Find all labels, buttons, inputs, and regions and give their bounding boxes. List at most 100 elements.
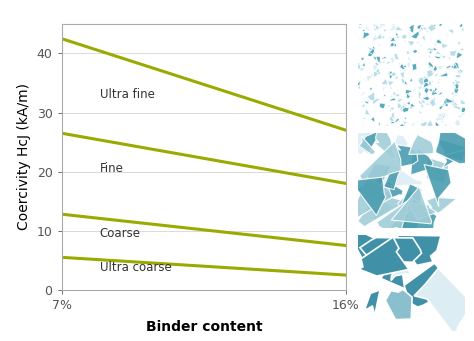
Polygon shape <box>442 125 444 127</box>
Polygon shape <box>391 112 394 119</box>
Polygon shape <box>433 65 438 72</box>
Polygon shape <box>422 76 427 80</box>
Polygon shape <box>395 145 418 167</box>
Polygon shape <box>376 37 377 39</box>
Polygon shape <box>436 124 474 164</box>
Polygon shape <box>378 62 382 64</box>
Polygon shape <box>374 23 378 28</box>
Polygon shape <box>437 113 445 117</box>
Polygon shape <box>367 29 370 30</box>
Polygon shape <box>452 81 456 86</box>
Polygon shape <box>383 83 388 86</box>
Polygon shape <box>404 40 407 42</box>
Polygon shape <box>401 34 407 39</box>
Polygon shape <box>421 54 423 57</box>
Polygon shape <box>429 68 434 74</box>
Polygon shape <box>412 87 416 89</box>
Polygon shape <box>398 62 400 65</box>
Polygon shape <box>383 86 385 93</box>
Polygon shape <box>434 72 439 77</box>
Polygon shape <box>401 124 405 127</box>
Polygon shape <box>435 108 437 112</box>
Polygon shape <box>365 108 371 115</box>
Polygon shape <box>418 100 424 105</box>
Polygon shape <box>386 52 388 53</box>
Polygon shape <box>435 118 444 121</box>
Polygon shape <box>424 165 451 207</box>
Polygon shape <box>439 73 448 77</box>
Polygon shape <box>381 79 387 85</box>
Polygon shape <box>420 121 428 128</box>
Polygon shape <box>357 80 361 88</box>
Polygon shape <box>434 43 437 48</box>
Polygon shape <box>429 99 436 107</box>
Polygon shape <box>391 264 411 281</box>
Polygon shape <box>366 32 369 35</box>
Polygon shape <box>389 110 392 112</box>
Polygon shape <box>410 104 415 107</box>
Polygon shape <box>442 150 467 162</box>
Polygon shape <box>410 122 415 126</box>
Polygon shape <box>428 24 436 32</box>
Polygon shape <box>409 203 437 220</box>
Polygon shape <box>391 72 397 76</box>
Polygon shape <box>397 88 399 92</box>
Polygon shape <box>442 103 445 106</box>
Polygon shape <box>389 116 394 121</box>
Polygon shape <box>433 97 436 100</box>
Polygon shape <box>409 133 434 154</box>
Polygon shape <box>361 29 365 32</box>
Polygon shape <box>421 36 425 42</box>
Polygon shape <box>437 65 443 70</box>
Polygon shape <box>381 254 406 293</box>
Polygon shape <box>378 45 381 46</box>
Polygon shape <box>388 105 390 107</box>
Polygon shape <box>387 72 393 76</box>
Polygon shape <box>397 102 403 108</box>
Polygon shape <box>403 65 407 68</box>
Polygon shape <box>391 43 397 47</box>
Polygon shape <box>462 112 466 115</box>
Polygon shape <box>418 86 422 89</box>
Polygon shape <box>364 78 366 81</box>
Polygon shape <box>443 113 447 116</box>
Polygon shape <box>432 25 437 29</box>
Polygon shape <box>367 100 370 101</box>
Polygon shape <box>385 290 412 320</box>
Polygon shape <box>365 100 369 104</box>
Polygon shape <box>423 78 429 84</box>
Polygon shape <box>457 70 464 74</box>
Polygon shape <box>455 74 461 78</box>
Polygon shape <box>422 119 426 121</box>
Polygon shape <box>394 118 401 123</box>
Polygon shape <box>434 87 438 93</box>
Polygon shape <box>400 63 405 70</box>
Polygon shape <box>396 35 400 38</box>
Polygon shape <box>386 124 389 127</box>
Polygon shape <box>460 24 463 28</box>
Polygon shape <box>404 117 407 120</box>
Polygon shape <box>398 99 403 104</box>
Polygon shape <box>383 81 386 84</box>
Polygon shape <box>371 116 375 122</box>
Polygon shape <box>439 23 443 26</box>
Polygon shape <box>384 79 388 84</box>
Polygon shape <box>435 56 441 59</box>
Polygon shape <box>427 48 434 51</box>
Polygon shape <box>454 105 461 110</box>
Polygon shape <box>362 104 366 108</box>
Polygon shape <box>432 89 438 95</box>
Polygon shape <box>409 25 414 33</box>
Polygon shape <box>373 56 377 60</box>
Text: Coarse: Coarse <box>100 227 140 240</box>
Polygon shape <box>356 164 392 201</box>
Polygon shape <box>463 92 465 94</box>
Polygon shape <box>439 105 445 110</box>
Polygon shape <box>389 71 393 78</box>
Polygon shape <box>412 64 417 72</box>
Polygon shape <box>420 105 423 107</box>
Polygon shape <box>409 71 411 73</box>
Polygon shape <box>410 78 413 82</box>
Polygon shape <box>415 123 418 129</box>
Polygon shape <box>384 82 388 89</box>
